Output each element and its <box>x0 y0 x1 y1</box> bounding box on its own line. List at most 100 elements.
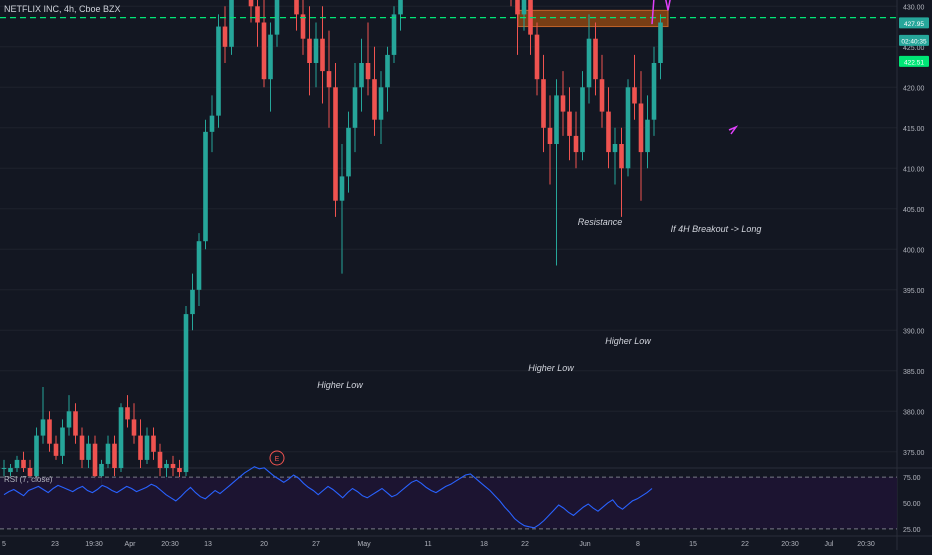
candle <box>573 111 579 169</box>
candle <box>333 63 338 217</box>
candle-body <box>333 87 338 201</box>
candle-body <box>612 144 618 153</box>
x-tick-label: 20 <box>260 541 268 548</box>
y-tick-label: 380.00 <box>903 409 925 416</box>
candle <box>34 427 39 481</box>
candle <box>541 54 546 153</box>
candle-body <box>274 0 280 35</box>
candle <box>638 71 644 201</box>
y-tick-label: 400.00 <box>903 247 925 254</box>
candle-body <box>567 111 572 136</box>
candle-body <box>99 463 104 477</box>
time-axis: 5 23 19:30 Apr 20:30 13 20 27 May 11 18 22 Jun 8 15 22 2… <box>2 541 875 548</box>
candle-body <box>521 0 527 15</box>
candle <box>547 95 553 185</box>
candle <box>203 119 208 250</box>
candle <box>66 395 72 436</box>
y-tick-label: 410.00 <box>903 166 925 173</box>
candle <box>651 46 657 136</box>
price-tag: 02:40:35 <box>899 34 929 46</box>
candle-body <box>144 435 150 460</box>
candle-body <box>632 87 637 104</box>
candle <box>385 46 390 112</box>
candle <box>268 22 273 112</box>
y-tick-label: 390.00 <box>903 328 925 335</box>
candle <box>554 79 559 266</box>
candle <box>86 435 91 468</box>
candle <box>346 111 351 193</box>
price-tag-bg <box>899 55 929 67</box>
candle <box>209 95 215 153</box>
chart-annotation: Resistance <box>578 217 623 227</box>
y-tick-label: 415.00 <box>903 126 925 133</box>
candle-body <box>346 127 351 177</box>
candle-body <box>40 419 46 436</box>
candle <box>521 0 527 31</box>
candle <box>170 455 176 477</box>
candle <box>79 427 85 468</box>
candle <box>53 435 59 460</box>
candle-body <box>47 419 52 444</box>
candle-body <box>216 26 221 116</box>
candle-body <box>300 14 306 39</box>
chart-annotation: Higher Low <box>605 336 651 346</box>
candle <box>510 0 512 7</box>
candle <box>8 463 13 477</box>
candle-body <box>645 119 650 153</box>
candle <box>612 127 618 185</box>
candle <box>14 455 20 473</box>
y-tick-label: 405.00 <box>903 207 925 214</box>
candle-body <box>86 443 91 460</box>
candle <box>157 443 163 477</box>
y-tick-label: 425.00 <box>903 45 925 52</box>
candle-body <box>73 411 78 436</box>
candle-body <box>320 38 325 72</box>
candle <box>261 0 267 88</box>
candle-body <box>66 411 72 428</box>
candle <box>183 306 189 477</box>
x-tick-label: 20:30 <box>781 541 799 548</box>
candle <box>593 22 598 96</box>
candle <box>625 79 631 177</box>
y-tick-label: 395.00 <box>903 288 925 295</box>
candle-body <box>378 87 384 120</box>
candle-body <box>391 14 397 55</box>
x-tick-label: 22 <box>521 541 529 548</box>
candle <box>534 22 540 96</box>
candle-body <box>625 87 631 169</box>
chart-title: NETFLIX INC, 4h, Cboe BZX <box>4 4 121 14</box>
candle-body <box>398 0 403 15</box>
candle-body <box>177 468 182 473</box>
earnings-marker-label: E <box>275 456 280 463</box>
earnings-marker-icon <box>269 450 285 466</box>
candle <box>378 71 384 144</box>
candle-body <box>599 79 605 112</box>
rsi-tick-label: 50.00 <box>903 501 921 508</box>
x-tick-label: Jun <box>579 541 590 548</box>
x-tick-label: 23 <box>51 541 59 548</box>
price-tag: 427.95 <box>899 17 929 29</box>
candle <box>1 459 7 477</box>
candle <box>326 30 332 128</box>
candle-body <box>53 443 59 456</box>
candle-body <box>606 111 611 153</box>
candle-body <box>118 407 124 468</box>
candle <box>151 427 156 460</box>
candle-body <box>619 144 624 169</box>
rsi-tick-label: 25.00 <box>903 527 921 534</box>
candle <box>300 0 306 55</box>
candle-body <box>268 34 273 80</box>
x-tick-label: 19:30 <box>85 541 103 548</box>
candle <box>248 0 254 23</box>
candle <box>112 435 117 477</box>
candle <box>229 0 234 55</box>
candle <box>372 46 377 136</box>
candle-body <box>638 103 644 153</box>
y-tick-label: 420.00 <box>903 85 925 92</box>
candle-body <box>131 419 137 436</box>
candle <box>144 427 150 464</box>
candle <box>105 435 111 468</box>
x-tick-label: 20:30 <box>161 541 179 548</box>
